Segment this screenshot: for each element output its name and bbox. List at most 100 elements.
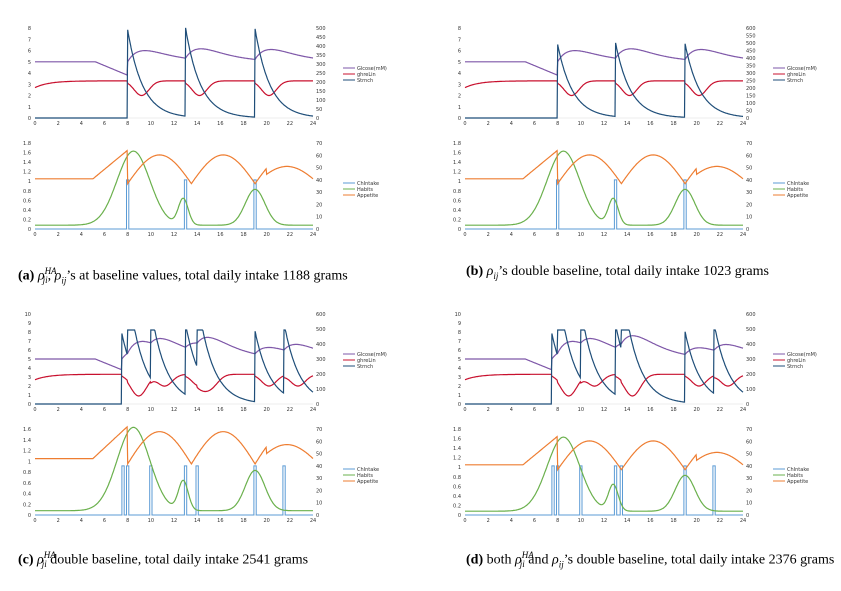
top-d-legend-label: Strnch	[787, 364, 803, 370]
bot-c-legend-label: Habits	[357, 473, 373, 479]
bot-b-y-left-tick: 0.4	[453, 208, 461, 214]
bot-b-legend-label: Habits	[787, 187, 803, 193]
bot-c-y-right-tick: 50	[316, 452, 322, 458]
bot-a-y-left-tick: 0.2	[23, 217, 31, 223]
top-d-x-tick: 12	[601, 407, 607, 413]
top-a-y-left-tick: 5	[28, 60, 31, 66]
bot-c-y-right-tick: 30	[316, 476, 322, 482]
top-b-x-tick: 14	[624, 121, 630, 127]
top-a-legend-label: ghreLin	[357, 72, 376, 78]
top-a-legend-label: Glcose(mM)	[357, 66, 387, 72]
bot-d-y-left-tick: 1.6	[453, 437, 461, 443]
bot-d-y-left-tick: 0.4	[453, 494, 461, 500]
top-b-x-tick: 4	[510, 121, 513, 127]
glucose-line	[35, 336, 314, 371]
top-d-x-tick: 8	[556, 407, 559, 413]
bot-a-x-tick: 0	[33, 232, 36, 238]
top-d-legend-label: ghreLin	[787, 358, 806, 364]
top-c-y-right-tick: 0	[316, 402, 319, 408]
bot-a-legend-label: Appetite	[357, 193, 378, 199]
bot-b-x-tick: 6	[533, 232, 536, 238]
bot-c-x-tick: 14	[194, 518, 200, 524]
ghrelin-line	[464, 80, 743, 97]
bot-d-y-left-tick: 1	[458, 465, 461, 471]
top-c-y-right-tick: 600	[316, 312, 326, 318]
bot-a-legend-label: ChIntake	[357, 181, 379, 187]
bot-a-y-left-tick: 1.6	[23, 151, 31, 157]
bot-c-x-tick: 6	[103, 518, 106, 524]
top-c-x-tick: 14	[194, 407, 200, 413]
top-b-y-left-tick: 3	[458, 82, 461, 88]
top-c-y-left-tick: 1	[28, 393, 31, 399]
bot-c-y-left-tick: 1.2	[23, 449, 31, 455]
bot-d-legend-label: Appetite	[787, 479, 808, 485]
bot-b-x-tick: 18	[670, 232, 676, 238]
bot-d-x-tick: 6	[533, 518, 536, 524]
top-d-y-left-tick: 10	[455, 312, 461, 318]
appetite-line	[35, 425, 314, 467]
bot-a-x-tick: 4	[80, 232, 83, 238]
bot-a-y-right-tick: 0	[316, 227, 319, 233]
top-b-x-tick: 6	[533, 121, 536, 127]
bot-d-y-right-tick: 0	[746, 513, 749, 519]
top-d-legend-label: Glcose(mM)	[787, 352, 817, 358]
bot-b-y-left-tick: 1.6	[453, 151, 461, 157]
top-c-y-left-tick: 0	[28, 402, 31, 408]
top-a-y-left-tick: 8	[28, 26, 31, 32]
top-c-x-tick: 6	[103, 407, 106, 413]
top-d-y-right-tick: 200	[746, 372, 756, 378]
top-b-y-right-tick: 150	[746, 94, 756, 100]
top-d-y-left-tick: 5	[458, 357, 461, 363]
top-b-y-left-tick: 1	[458, 105, 461, 111]
bot-b-y-right-tick: 20	[746, 202, 752, 208]
glucose-line	[465, 335, 744, 371]
top-d-y-right-tick: 600	[746, 312, 756, 318]
bot-d-x-tick: 14	[624, 518, 630, 524]
top-c-x-tick: 0	[33, 407, 36, 413]
top-b-y-left-tick: 7	[458, 37, 461, 43]
caption-a: (a) ρHAji, ρij’s at baseline values, tot…	[18, 266, 348, 286]
bot-d-y-right-tick: 60	[746, 439, 752, 445]
top-c-y-left-tick: 5	[28, 357, 31, 363]
top-a-y-left-tick: 2	[28, 94, 31, 100]
top-b-x-tick: 8	[556, 121, 559, 127]
bot-c-x-tick: 0	[33, 518, 36, 524]
top-a-y-right-tick: 350	[316, 53, 326, 59]
top-a-y-right-tick: 450	[316, 35, 326, 41]
top-c-x-tick: 16	[217, 407, 223, 413]
top-d-y-right-tick: 300	[746, 357, 756, 363]
ghrelin-line	[34, 80, 313, 97]
bot-b-y-left-tick: 0.6	[453, 198, 461, 204]
intake-line	[465, 465, 743, 516]
top-d-y-left-tick: 4	[458, 366, 461, 372]
bot-b-x-tick: 22	[717, 232, 723, 238]
bot-d-x-tick: 10	[578, 518, 584, 524]
top-c-y-left-tick: 8	[28, 330, 31, 336]
top-c-legend-label: Strnch	[357, 364, 373, 370]
bot-d-x-tick: 20	[693, 518, 699, 524]
top-d-y-left-tick: 8	[458, 330, 461, 336]
bot-a-x-tick: 14	[194, 232, 200, 238]
bot-b-y-right-tick: 40	[746, 178, 752, 184]
glucose-line	[465, 48, 744, 76]
bot-b-y-left-tick: 1.8	[453, 141, 461, 147]
top-b-legend-label: Strnch	[787, 78, 803, 84]
bot-b-y-right-tick: 0	[746, 227, 749, 233]
top-a-x-tick: 0	[33, 121, 36, 127]
bot-d-x-tick: 12	[601, 518, 607, 524]
top-c-x-tick: 8	[126, 407, 129, 413]
bot-b-y-left-tick: 1	[458, 179, 461, 185]
bot-c-y-right-tick: 0	[316, 513, 319, 519]
bot-a-y-left-tick: 0	[28, 227, 31, 233]
top-a-y-right-tick: 0	[316, 116, 319, 122]
top-c-y-right-tick: 100	[316, 387, 326, 393]
bot-a-y-right-tick: 70	[316, 141, 322, 147]
top-b-y-left-tick: 0	[458, 116, 461, 122]
bot-b-y-right-tick: 10	[746, 215, 752, 221]
top-b-y-left-tick: 2	[458, 94, 461, 100]
chart-panel-d: 0 2 4 6 8 10 12 14 16 18 20 22 240123456789100100200…	[453, 312, 817, 524]
bot-c-y-right-tick: 40	[316, 464, 322, 470]
top-a-y-right-tick: 200	[316, 80, 326, 86]
glucose-line	[35, 48, 314, 76]
chart-panel-c: 0 2 4 6 8 10 12 14 16 18 20 22 240123456789100100200…	[23, 312, 387, 524]
